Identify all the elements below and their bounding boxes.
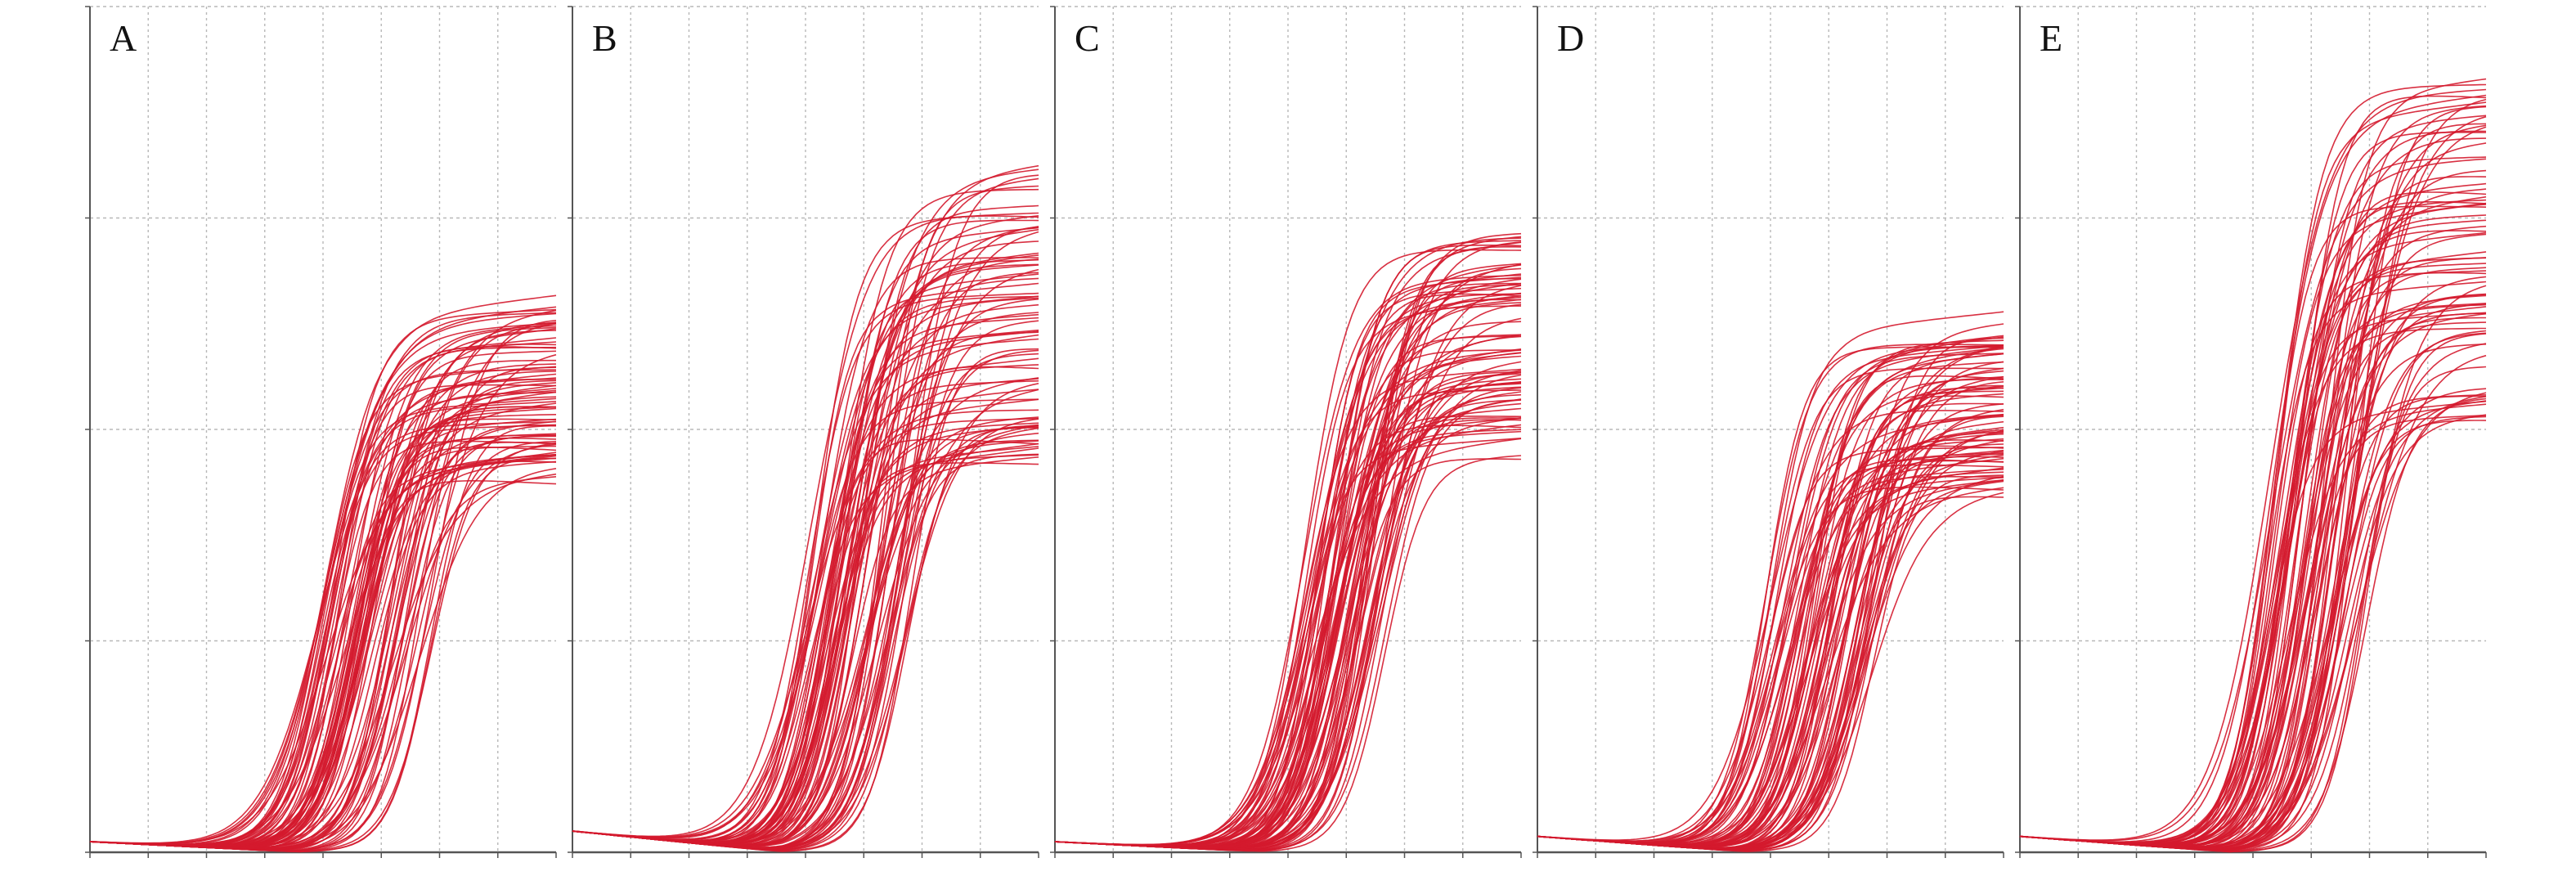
amplification-curve — [1537, 410, 2004, 842]
amplification-curve — [2019, 257, 2487, 850]
amplification-curve — [572, 409, 1039, 838]
panel-label-e: E — [2040, 17, 2062, 59]
curve-group-d — [1537, 311, 2004, 852]
panel-label-a: A — [110, 17, 137, 59]
panel-label-b: B — [592, 17, 617, 59]
panel-label-c: C — [1075, 17, 1100, 59]
amplification-curve — [2019, 158, 2487, 842]
panel-c: C — [1050, 6, 1522, 858]
amplification-curve — [89, 396, 557, 850]
amplification-curve — [1537, 452, 2004, 844]
panel-a: A — [85, 6, 557, 858]
curve-group-c — [1054, 232, 1522, 852]
panel-b: B — [568, 6, 1039, 858]
curve-group-b — [572, 164, 1039, 852]
amplification-curve — [572, 240, 1039, 843]
curve-group-a — [89, 294, 557, 853]
amplification-curve — [89, 454, 557, 845]
amplification-curve — [1054, 232, 1522, 851]
panel-d: D — [1533, 6, 2004, 858]
panel-label-d: D — [1557, 17, 1584, 59]
panel-e: E — [2015, 6, 2487, 858]
curve-group-e — [2019, 78, 2487, 853]
